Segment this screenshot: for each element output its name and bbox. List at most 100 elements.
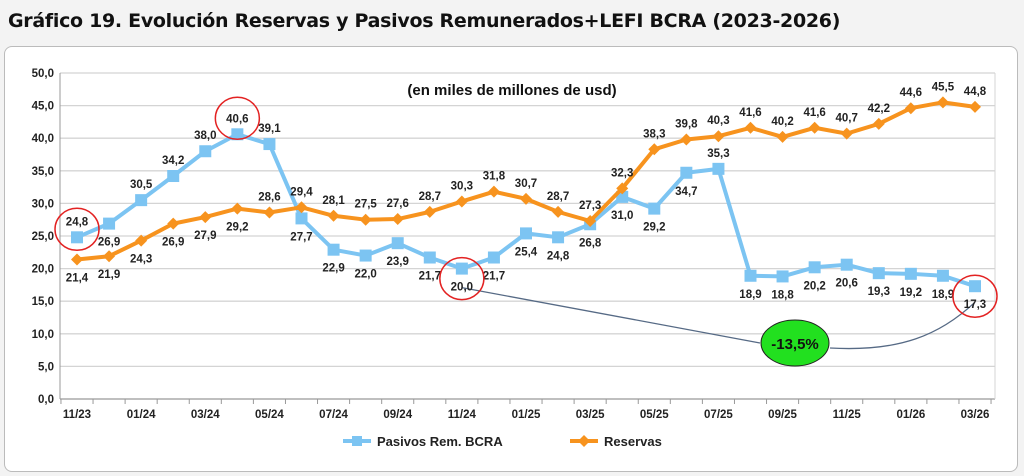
data-point-reservas [423,205,436,218]
data-label: 23,9 [387,256,409,268]
data-label: 25,4 [515,246,538,258]
data-label: 21,7 [483,271,505,283]
legend-label: Pasivos Rem. BCRA [377,434,503,449]
data-label: 34,7 [675,186,697,198]
data-point-pasivos [552,231,565,244]
data-point-reservas [648,143,661,156]
data-point-reservas [520,192,532,205]
data-point-reservas [840,127,853,140]
data-label: 39,8 [675,119,698,131]
data-point-pasivos [103,217,116,230]
data-label: 44,8 [964,86,987,98]
data-point-pasivos [231,128,244,141]
annotation-connector [461,286,976,350]
data-label: 26,8 [579,237,602,249]
data-point-reservas [135,234,148,247]
data-point-reservas [167,217,180,230]
x-tick-label: 03/25 [576,409,605,421]
x-tick-label: 11/23 [63,409,91,421]
data-label: 17,3 [964,299,986,311]
data-point-pasivos [135,194,148,207]
data-point-reservas [552,205,565,218]
y-tick-label: 15,0 [32,296,54,308]
data-point-reservas [936,96,949,109]
data-label: 20,6 [836,278,858,290]
data-point-reservas [231,202,244,215]
x-tick-label: 07/24 [319,409,348,421]
data-point-pasivos [359,249,372,262]
data-point-pasivos [904,267,917,280]
data-label: 22,0 [354,269,376,281]
x-tick-label: 01/25 [512,409,541,421]
data-label: 21,4 [66,272,89,284]
data-point-reservas [712,130,725,143]
data-point-reservas [808,121,821,134]
y-tick-label: 5,0 [38,361,54,373]
x-tick-label: 01/24 [127,409,156,421]
data-point-pasivos [263,138,276,151]
data-point-reservas [263,206,276,219]
x-tick-label: 01/26 [896,409,925,421]
data-label: 34,2 [162,155,184,167]
x-tick-label: 05/24 [255,409,284,421]
data-label: 30,3 [451,180,473,192]
data-label: 20,2 [803,280,825,292]
data-label: 41,6 [739,107,761,119]
data-point-reservas [969,100,981,113]
data-label: 28,1 [322,195,345,207]
data-label: 27,3 [579,200,601,212]
data-label: 24,8 [66,216,89,228]
data-point-pasivos [520,227,532,240]
x-tick-label: 03/26 [961,409,990,421]
data-label: 30,5 [130,179,153,191]
data-label: 29,2 [226,222,248,234]
data-point-pasivos [167,170,180,183]
y-tick-label: 25,0 [32,231,54,243]
y-tick-label: 50,0 [32,68,54,80]
data-point-pasivos [680,166,693,179]
data-point-pasivos [872,267,885,280]
data-label: 27,7 [290,231,312,243]
y-tick-label: 30,0 [32,198,54,210]
data-label: 44,6 [900,87,922,99]
data-label: 40,7 [836,113,858,125]
data-point-pasivos [199,145,212,158]
data-label: 24,3 [130,254,152,266]
data-label: 41,6 [803,107,825,119]
data-point-pasivos [487,251,500,264]
data-point-reservas [616,182,629,195]
y-tick-label: 20,0 [32,264,54,276]
data-label: 26,9 [162,237,184,249]
data-label: 27,9 [194,230,216,242]
x-tick-label: 09/24 [383,409,412,421]
legend-marker-diamond [578,435,590,447]
data-label: 19,2 [900,287,922,299]
data-label: 29,4 [290,186,313,198]
highlight-circle [214,96,261,141]
data-point-pasivos [327,243,340,256]
data-point-pasivos [648,202,661,215]
x-tick-label: 07/25 [704,409,733,421]
data-point-reservas [872,117,885,130]
data-label: 18,9 [932,289,954,301]
x-tick-label: 11/25 [833,409,862,421]
data-point-pasivos [808,261,821,274]
data-label: 29,2 [643,222,665,234]
y-tick-label: 40,0 [32,133,54,145]
data-point-pasivos [295,212,308,225]
y-tick-label: 10,0 [32,329,54,341]
data-label: 30,7 [515,178,537,190]
data-label: 27,5 [354,199,377,211]
data-point-reservas [455,195,468,208]
data-point-reservas [71,253,83,266]
data-point-pasivos [936,269,949,282]
data-label: 28,6 [258,192,280,204]
series-line-pasivos [76,132,976,289]
data-point-reservas [359,213,372,226]
data-point-reservas [391,213,404,226]
data-point-reservas [327,209,340,222]
data-label: 26,9 [98,237,120,249]
data-point-pasivos [744,269,757,282]
legend-marker-square [352,436,362,446]
